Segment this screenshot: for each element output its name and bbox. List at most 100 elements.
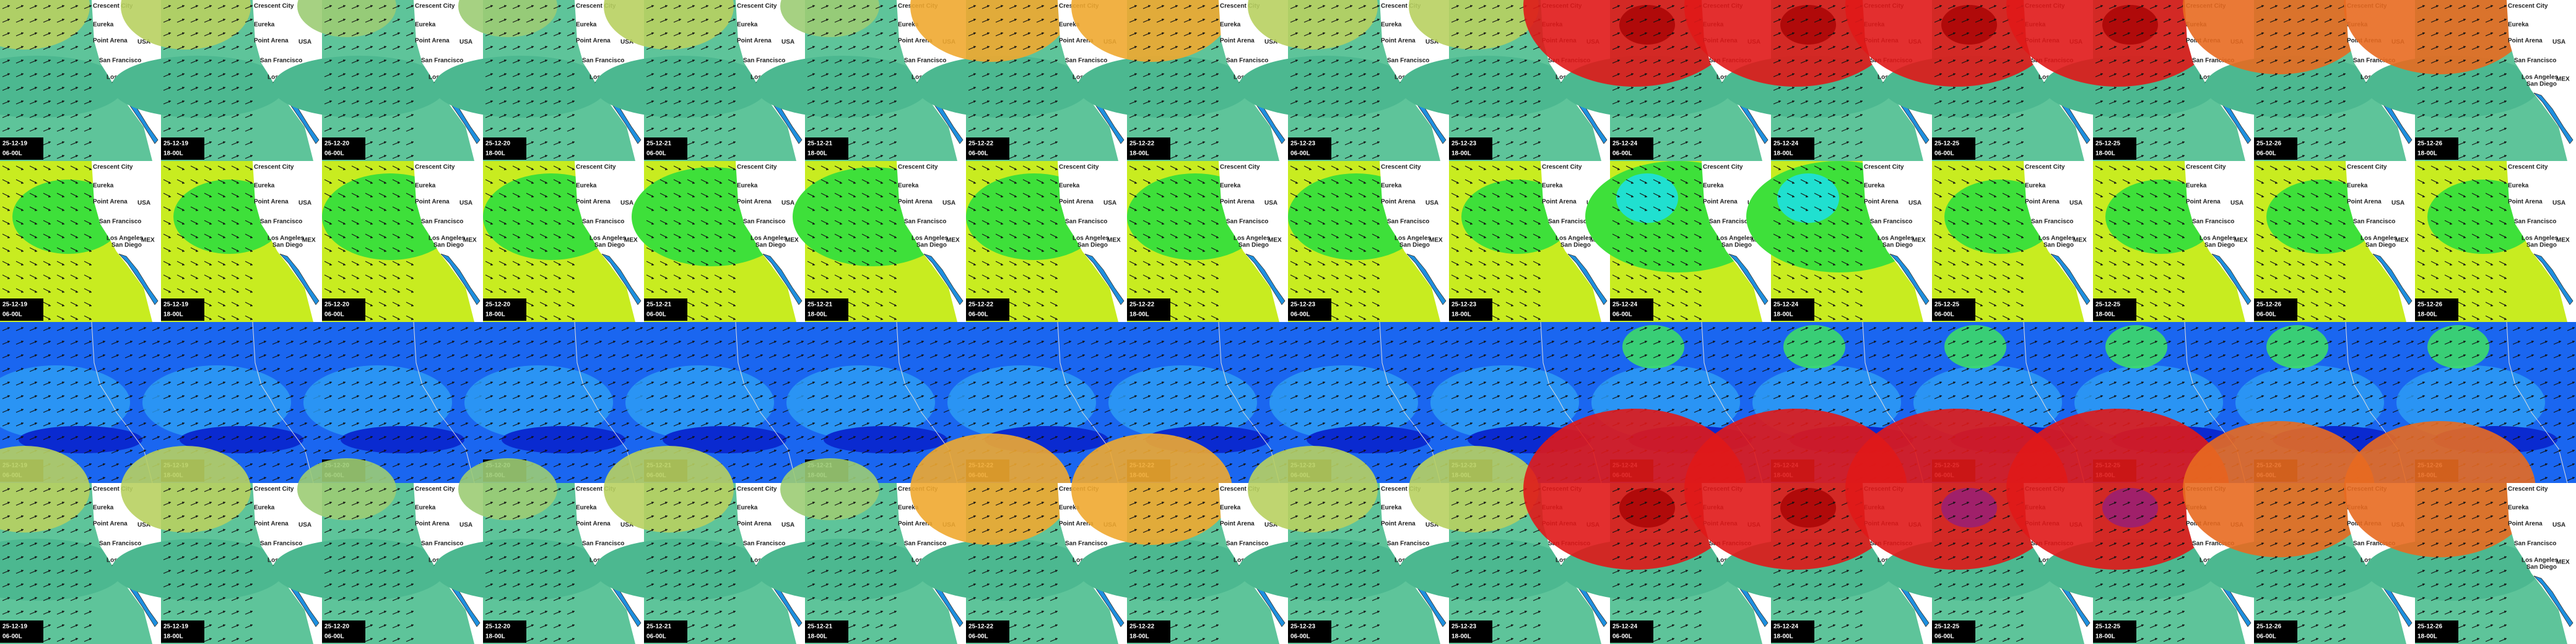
place-label: San Francisco: [582, 219, 624, 225]
place-label: San Francisco: [2192, 219, 2234, 225]
place-label: Los Angeles: [912, 235, 949, 242]
wind-arrows: [644, 483, 736, 644]
place-label: Crescent City: [898, 164, 938, 171]
date-label: 25-12-24: [1612, 302, 1637, 308]
place-label: San Francisco: [260, 541, 302, 547]
map-tile: Crescent City Eureka Point Arena San Franci…: [2344, 0, 2576, 161]
timestamp-box: [2254, 620, 2297, 643]
place-label: Crescent City: [1381, 486, 1421, 493]
place-label: San Diego: [2043, 242, 2074, 249]
place-label: Point Arena: [1220, 521, 1255, 528]
wind-arrows: [966, 483, 1058, 644]
place-label: Eureka: [254, 183, 275, 189]
place-label: Point Arena: [2025, 199, 2060, 206]
map-tile: Crescent City Eureka Point Arena San Franci…: [1585, 161, 1771, 322]
place-label: Point Arena: [1542, 199, 1577, 206]
wind-arrows: [0, 483, 92, 644]
place-label: Point Arena: [1059, 199, 1094, 206]
timestamp-box: [644, 137, 687, 160]
date-label: 25-12-26: [2256, 302, 2281, 308]
date-label: 25-12-21: [807, 302, 832, 308]
place-label: Eureka: [576, 183, 597, 189]
map-tile: Crescent City Eureka Point Arena San Franci…: [1932, 161, 2093, 322]
date-label: 25-12-25: [2095, 624, 2120, 630]
date-label: 25-12-22: [1129, 302, 1154, 308]
place-label: San Francisco: [904, 219, 946, 225]
place-label: USA: [2230, 200, 2243, 207]
time-label: 06-00L: [2256, 311, 2276, 318]
date-label: 25-12-26: [2256, 624, 2281, 630]
place-label: Point Arena: [415, 38, 450, 45]
date-label: 25-12-26: [2417, 624, 2442, 630]
timestamp-box: [1449, 137, 1492, 160]
date-label: 25-12-23: [1290, 141, 1315, 147]
place-label: San Diego: [2526, 81, 2557, 88]
timestamp-box: [805, 298, 848, 321]
place-label: Eureka: [576, 505, 597, 511]
place-label: Eureka: [2508, 505, 2529, 511]
date-label: 25-12-22: [968, 624, 993, 630]
date-label: 25-12-21: [646, 141, 671, 147]
place-label: MEX: [2556, 237, 2570, 244]
date-label: 25-12-25: [2095, 302, 2120, 308]
place-label: San Francisco: [904, 541, 946, 547]
place-label: Crescent City: [1220, 164, 1260, 171]
wind-arrows: [2415, 161, 2507, 322]
place-label: Crescent City: [93, 486, 133, 493]
wind-arrows: [805, 483, 897, 644]
date-label: 25-12-19: [2, 302, 27, 308]
timestamp-box: [483, 620, 526, 643]
place-label: San Diego: [433, 242, 464, 249]
place-label: USA: [459, 39, 472, 46]
place-label: Los Angeles: [1717, 235, 1754, 242]
date-label: 25-12-23: [1451, 624, 1476, 630]
map-tile: Crescent City Eureka Point Arena San Franci…: [322, 161, 483, 322]
map-tile: Crescent City Eureka Point Arena San Franci…: [2344, 421, 2576, 644]
place-label: Point Arena: [93, 38, 128, 45]
map-tile: Crescent City Eureka Point Arena San Franci…: [2093, 161, 2254, 322]
place-label: Crescent City: [415, 3, 455, 10]
timestamp-box: [483, 137, 526, 160]
date-label: 25-12-20: [324, 624, 349, 630]
time-label: 06-00L: [646, 150, 666, 157]
place-label: USA: [1908, 200, 1921, 207]
wind-arrows: [1610, 161, 1702, 322]
place-label: Crescent City: [1220, 3, 1260, 10]
date-label: 25-12-19: [163, 302, 188, 308]
place-label: USA: [137, 39, 150, 46]
place-label: Crescent City: [576, 164, 616, 171]
time-label: 18-00L: [1129, 633, 1149, 640]
time-label: 06-00L: [1934, 633, 1954, 640]
timestamp-box: [2093, 298, 2136, 321]
place-label: Eureka: [2347, 183, 2368, 189]
timestamp-box: [322, 298, 365, 321]
time-label: 06-00L: [1290, 633, 1310, 640]
place-label: Point Arena: [254, 38, 289, 45]
place-label: Los Angeles: [107, 235, 144, 242]
date-label: 25-12-23: [1290, 302, 1315, 308]
place-label: USA: [459, 200, 472, 207]
timestamp-box: [483, 298, 526, 321]
time-label: 18-00L: [1451, 150, 1471, 157]
place-label: MEX: [2556, 76, 2570, 83]
place-label: San Francisco: [2514, 219, 2556, 225]
wind-arrows: [322, 161, 414, 322]
wind-arrows: [2254, 0, 2346, 161]
time-label: 06-00L: [2, 150, 22, 157]
wind-arrows: [966, 161, 1058, 322]
place-label: USA: [781, 522, 794, 529]
date-label: 25-12-21: [646, 302, 671, 308]
timestamp-box: [161, 137, 204, 160]
wind-arrows: [1771, 161, 1863, 322]
place-label: Crescent City: [93, 3, 133, 10]
date-label: 25-12-24: [1773, 624, 1798, 630]
place-label: Point Arena: [1864, 199, 1899, 206]
place-label: Point Arena: [93, 521, 128, 528]
date-label: 25-12-24: [1612, 624, 1637, 630]
wind-arrows: [1449, 161, 1541, 322]
place-label: Crescent City: [2347, 164, 2387, 171]
coastal-water: [2533, 92, 2574, 144]
